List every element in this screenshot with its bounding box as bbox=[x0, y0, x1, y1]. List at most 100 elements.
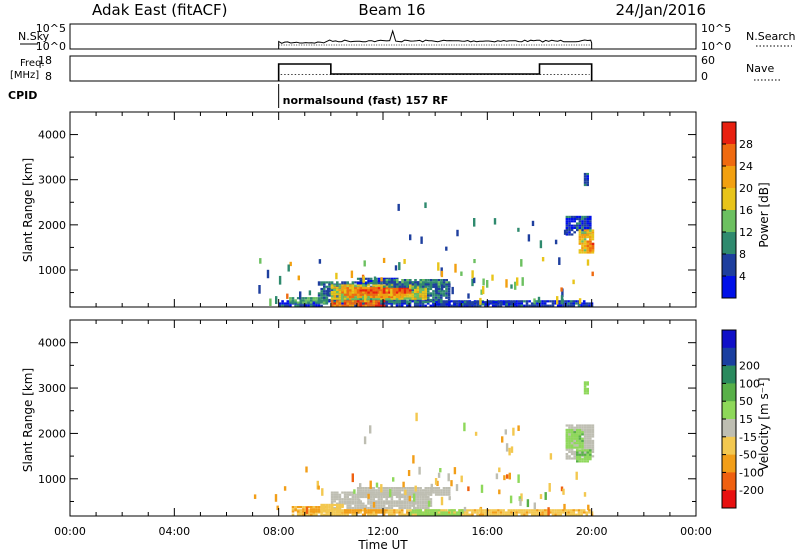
power-echo-cell bbox=[401, 289, 404, 292]
power-echo-cell bbox=[589, 220, 592, 223]
power-sparse-echo bbox=[454, 263, 457, 273]
velocity-sparse-echo bbox=[351, 473, 354, 483]
velocity-echo-cell bbox=[568, 435, 571, 438]
velocity-echo-cell bbox=[573, 457, 576, 460]
velocity-echo-cell bbox=[481, 509, 485, 512]
power-sparse-echo bbox=[437, 262, 440, 271]
power-echo-cell bbox=[556, 304, 560, 307]
power-echo-cell bbox=[567, 300, 570, 303]
power-echo-cell bbox=[359, 289, 363, 292]
power-sparse-echo bbox=[541, 257, 545, 262]
velocity-echo-cell bbox=[330, 508, 334, 511]
velocity-echo-cell bbox=[333, 506, 336, 510]
velocity-echo-cell bbox=[434, 487, 438, 490]
power-echo-cell bbox=[283, 302, 287, 305]
power-echo-cell bbox=[338, 295, 342, 298]
power-echo-cell bbox=[414, 285, 417, 288]
velocity-echo-cell bbox=[291, 510, 295, 513]
velocity-echo-cell bbox=[533, 513, 537, 516]
power-echo-cell bbox=[491, 302, 495, 305]
velocity-echo-cell bbox=[458, 511, 462, 514]
power-echo-cell bbox=[450, 300, 453, 303]
power-echo-cell bbox=[388, 293, 391, 296]
velocity-echo-cell bbox=[572, 511, 576, 514]
velocity-echo-cell bbox=[406, 493, 409, 496]
power-echo-cell bbox=[309, 304, 313, 307]
velocity-echo-cell bbox=[581, 442, 584, 445]
velocity-sparse-echo bbox=[539, 494, 543, 499]
power-echo-cell bbox=[586, 218, 589, 221]
velocity-echo-cell bbox=[586, 392, 589, 395]
power-echo-cell bbox=[320, 296, 323, 299]
colorbar-tick-label: 24 bbox=[739, 160, 753, 173]
velocity-echo-cell bbox=[307, 506, 310, 509]
power-echo-cell bbox=[369, 289, 373, 292]
power-echo-cell bbox=[578, 229, 582, 232]
power-echo-cell bbox=[388, 297, 391, 300]
velocity-echo-cell bbox=[589, 437, 592, 440]
power-echo-cell bbox=[406, 281, 409, 284]
y-tick-label: 1000 bbox=[38, 473, 66, 486]
power-sparse-echo bbox=[278, 275, 282, 285]
power-sparse-echo bbox=[554, 239, 558, 245]
power-echo-cell bbox=[343, 288, 347, 291]
power-echo-cell bbox=[346, 298, 349, 302]
power-echo-cell bbox=[336, 302, 339, 305]
power-echo-cell bbox=[583, 181, 587, 184]
power-echo-cell bbox=[564, 300, 568, 303]
velocity-echo-cell bbox=[401, 493, 404, 496]
power-echo-cell bbox=[343, 304, 347, 307]
power-sparse-echo bbox=[335, 272, 338, 280]
velocity-echo-cell bbox=[567, 513, 570, 516]
velocity-echo-cell bbox=[401, 489, 404, 492]
power-echo-cell bbox=[320, 304, 323, 307]
power-echo-cell bbox=[507, 304, 511, 307]
power-echo-cell bbox=[377, 277, 381, 280]
power-echo-cell bbox=[422, 281, 425, 284]
power-echo-cell bbox=[442, 290, 446, 293]
power-echo-cell bbox=[591, 236, 595, 239]
power-echo-cell bbox=[377, 291, 381, 294]
velocity-echo-cell bbox=[419, 493, 422, 496]
velocity-echo-cell bbox=[583, 431, 587, 434]
power-echo-cell bbox=[377, 289, 381, 292]
power-echo-cell bbox=[356, 297, 360, 300]
power-echo-cell bbox=[434, 296, 438, 299]
velocity-echo-cell bbox=[471, 509, 474, 512]
velocity-echo-cell bbox=[576, 428, 579, 432]
power-echo-cell bbox=[495, 301, 498, 304]
power-echo-cell bbox=[343, 293, 347, 296]
velocity-echo-cell bbox=[354, 511, 357, 514]
velocity-echo-cell bbox=[382, 487, 386, 490]
velocity-echo-cell bbox=[427, 509, 430, 512]
velocity-echo-cell bbox=[356, 506, 360, 510]
velocity-ylabel: Slant Range [km] bbox=[21, 368, 35, 472]
velocity-echo-cell bbox=[333, 503, 336, 506]
power-echo-cell bbox=[367, 289, 370, 292]
power-echo-cell bbox=[354, 284, 357, 287]
power-echo-cell bbox=[578, 251, 582, 254]
velocity-sparse-echo bbox=[455, 484, 459, 492]
velocity-echo-cell bbox=[486, 509, 490, 512]
power-echo-cell bbox=[578, 231, 582, 234]
velocity-echo-cell bbox=[589, 449, 592, 452]
velocity-echo-cell bbox=[429, 493, 433, 496]
velocity-echo-cell bbox=[354, 500, 357, 503]
power-echo-cell bbox=[440, 296, 443, 299]
velocity-echo-cell bbox=[589, 424, 592, 427]
velocity-echo-cell bbox=[576, 449, 579, 452]
power-sparse-echo bbox=[364, 294, 367, 303]
velocity-echo-cell bbox=[551, 509, 555, 512]
velocity-echo-cell bbox=[364, 491, 368, 494]
power-echo-cell bbox=[385, 287, 389, 290]
velocity-echo-cell bbox=[393, 511, 396, 514]
velocity-echo-cell bbox=[416, 500, 420, 503]
power-echo-cell bbox=[567, 302, 570, 305]
velocity-echo-cell bbox=[450, 509, 454, 512]
velocity-echo-cell bbox=[573, 444, 576, 447]
velocity-echo-cell bbox=[573, 435, 576, 438]
velocity-echo-cell bbox=[382, 511, 386, 514]
velocity-echo-cell bbox=[377, 495, 381, 499]
power-echo-cell bbox=[591, 245, 595, 248]
velocity-echo-cell bbox=[395, 509, 399, 512]
